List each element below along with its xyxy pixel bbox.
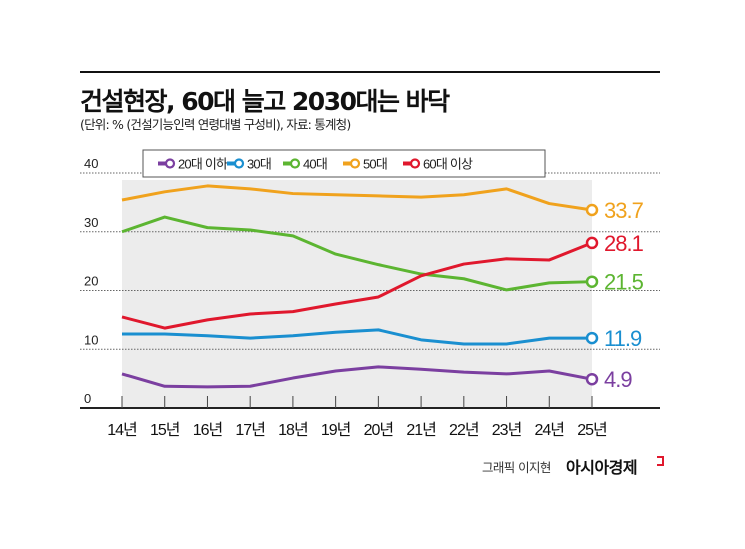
- brand-logo: 아시아경제: [566, 458, 638, 477]
- x-tick-label: 16년: [193, 421, 223, 439]
- legend-marker-icon: [233, 158, 245, 169]
- x-tick-label: 21년: [406, 421, 436, 439]
- chart-title: 건설현장, 60대 늘고 2030대는 바닥: [80, 87, 450, 116]
- brand-mark-icon: [657, 456, 664, 466]
- end-value-label: 21.5: [604, 270, 644, 295]
- end-point-marker: [585, 331, 599, 345]
- end-value-label: 11.9: [604, 326, 642, 351]
- y-tick-label: 40: [84, 156, 98, 171]
- end-value-label: 4.9: [604, 367, 632, 392]
- x-tick-label: 17년: [235, 421, 265, 439]
- series-line: [122, 328, 592, 346]
- legend-marker-icon: [409, 158, 421, 169]
- legend-label: 50대: [363, 157, 387, 172]
- legend-label: 20대 이하: [178, 157, 228, 172]
- legend-marker-icon: [349, 158, 361, 169]
- end-point-marker: [585, 236, 599, 250]
- series-line: [121, 215, 593, 292]
- legend-label: 30대: [247, 157, 271, 172]
- x-tick-label: 24년: [535, 421, 565, 439]
- x-tick-label: 25년: [577, 421, 607, 439]
- x-tick-label: 23년: [492, 421, 522, 439]
- end-value-label: 28.1: [604, 231, 644, 256]
- legend-label: 40대: [303, 157, 327, 172]
- end-value-label: 33.7: [604, 198, 644, 223]
- legend-marker-icon: [164, 158, 176, 169]
- end-point-marker: [585, 372, 599, 386]
- x-tick-label: 14년: [107, 421, 137, 439]
- x-tick-label: 20년: [364, 421, 394, 439]
- legend-marker-icon: [289, 158, 301, 169]
- series-line: [121, 365, 593, 389]
- end-point-marker: [585, 275, 599, 288]
- y-tick-label: 0: [84, 391, 91, 406]
- end-point-marker: [585, 203, 599, 217]
- x-tick-label: 18년: [278, 421, 308, 439]
- series-line: [121, 241, 593, 330]
- chart-subtitle: (단위: % (건설기능인력 연령대별 구성비), 자료: 통계청): [80, 117, 351, 132]
- legend: 20대 이하 30대 40대 50대 60대 이상: [142, 149, 546, 178]
- x-tick-label: 22년: [449, 421, 479, 439]
- y-tick-label: 10: [84, 332, 98, 347]
- y-tick-label: 20: [84, 274, 98, 289]
- legend-label: 60대 이상: [423, 157, 473, 172]
- x-tick-label: 15년: [150, 421, 180, 439]
- graphic-credit: 그래픽 이지현: [482, 460, 551, 475]
- series-line: [121, 184, 593, 212]
- y-tick-label: 30: [84, 215, 98, 230]
- x-tick-label: 19년: [321, 421, 351, 439]
